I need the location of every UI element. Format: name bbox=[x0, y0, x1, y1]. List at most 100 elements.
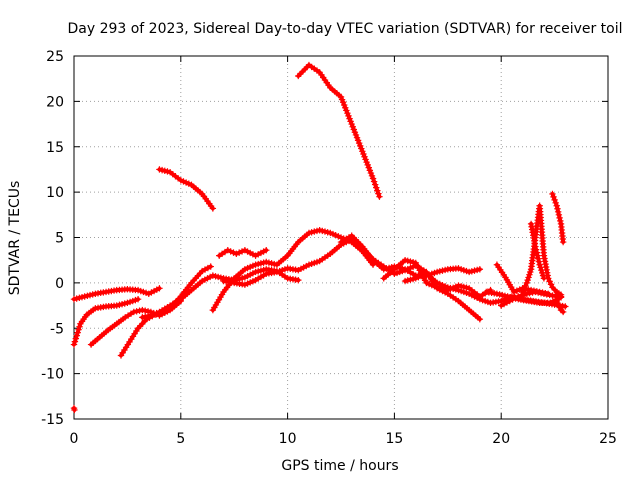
data-point bbox=[263, 247, 270, 254]
data-point bbox=[233, 250, 240, 258]
x-tick-label: 25 bbox=[599, 431, 617, 447]
series-track-18 bbox=[527, 220, 548, 282]
data-point bbox=[556, 303, 563, 311]
data-point bbox=[535, 258, 543, 265]
data-point bbox=[512, 294, 519, 302]
data-point bbox=[553, 202, 560, 209]
data-point bbox=[209, 205, 217, 212]
y-tick-label: 15 bbox=[46, 140, 64, 156]
data-point bbox=[136, 307, 143, 314]
x-tick-label: 0 bbox=[70, 431, 79, 447]
data-point bbox=[70, 341, 78, 348]
data-point bbox=[207, 263, 214, 270]
data-point bbox=[500, 300, 508, 308]
data-point bbox=[529, 289, 536, 296]
data-point bbox=[547, 281, 555, 288]
data-point bbox=[204, 264, 212, 272]
data-point bbox=[532, 288, 539, 296]
data-point bbox=[523, 290, 531, 297]
data-point bbox=[515, 293, 522, 300]
series-track-1 bbox=[70, 285, 163, 303]
data-point bbox=[144, 312, 152, 320]
data-point bbox=[375, 190, 382, 197]
series-track-10 bbox=[295, 61, 383, 200]
data-point bbox=[532, 246, 540, 253]
x-tick-label: 15 bbox=[385, 431, 403, 447]
series-track-2 bbox=[70, 296, 142, 348]
data-point bbox=[554, 208, 562, 215]
data-point bbox=[559, 308, 567, 316]
data-point bbox=[134, 296, 142, 303]
data-point bbox=[562, 303, 569, 310]
x-tick-label: 20 bbox=[492, 431, 510, 447]
y-tick-label: 20 bbox=[46, 94, 64, 110]
data-point bbox=[476, 266, 484, 273]
data-point bbox=[133, 308, 140, 315]
y-tick-label: -15 bbox=[41, 412, 64, 428]
y-tick-label: -10 bbox=[41, 367, 64, 383]
data-point bbox=[537, 289, 545, 297]
data-point bbox=[534, 252, 541, 259]
data-point bbox=[76, 323, 83, 330]
data-point bbox=[546, 278, 553, 285]
data-point bbox=[139, 314, 146, 321]
data-point bbox=[476, 315, 484, 323]
data-point bbox=[224, 247, 231, 254]
x-tick-label: 5 bbox=[176, 431, 185, 447]
data-point bbox=[551, 196, 558, 204]
data-point bbox=[230, 249, 237, 256]
data-point bbox=[549, 190, 556, 198]
y-tick-label: 0 bbox=[55, 276, 64, 292]
data-point bbox=[557, 291, 565, 298]
data-point bbox=[371, 181, 379, 188]
data-point bbox=[142, 307, 149, 314]
y-axis-label: SDTVAR / TECUs bbox=[7, 181, 23, 296]
data-point bbox=[503, 299, 511, 306]
data-point bbox=[227, 248, 234, 255]
data-point bbox=[513, 287, 521, 294]
data-point bbox=[71, 338, 79, 345]
data-point bbox=[556, 214, 563, 222]
data-point bbox=[71, 406, 78, 414]
data-point bbox=[142, 313, 149, 320]
data-point bbox=[235, 249, 243, 256]
chart-title: Day 293 of 2023, Sidereal Day-to-day VTE… bbox=[67, 21, 622, 37]
y-tick-label: 10 bbox=[46, 185, 64, 201]
data-point bbox=[540, 290, 548, 297]
series-track-19 bbox=[549, 190, 567, 246]
x-tick-label: 10 bbox=[279, 431, 297, 447]
data-point bbox=[519, 288, 526, 296]
y-tick-label: -5 bbox=[50, 321, 64, 337]
series-track-16 bbox=[498, 288, 565, 309]
data-point bbox=[540, 275, 548, 282]
grid-layer bbox=[74, 56, 608, 419]
data-point bbox=[73, 332, 80, 339]
series-track-6 bbox=[156, 166, 217, 212]
data-point bbox=[553, 297, 560, 305]
data-point bbox=[369, 175, 377, 182]
data-point bbox=[147, 312, 155, 319]
data-point bbox=[376, 193, 383, 200]
data-point bbox=[72, 335, 80, 342]
data-point bbox=[295, 276, 302, 284]
data-point bbox=[198, 267, 206, 275]
data-point bbox=[543, 291, 550, 298]
data-point bbox=[517, 292, 525, 299]
data-point bbox=[506, 297, 513, 305]
data-point bbox=[153, 309, 160, 317]
data-point bbox=[238, 248, 246, 255]
data-point bbox=[510, 288, 518, 296]
data-point bbox=[150, 311, 157, 318]
data-point bbox=[374, 187, 381, 194]
data-point bbox=[546, 291, 553, 299]
data-point bbox=[156, 285, 163, 292]
series-point-1 bbox=[70, 404, 78, 414]
data-point bbox=[520, 285, 528, 293]
data-point bbox=[526, 289, 533, 297]
data-point bbox=[130, 308, 138, 316]
data-point bbox=[370, 178, 378, 185]
data-point bbox=[535, 289, 542, 296]
data-point bbox=[522, 282, 529, 290]
data-point bbox=[509, 296, 516, 303]
